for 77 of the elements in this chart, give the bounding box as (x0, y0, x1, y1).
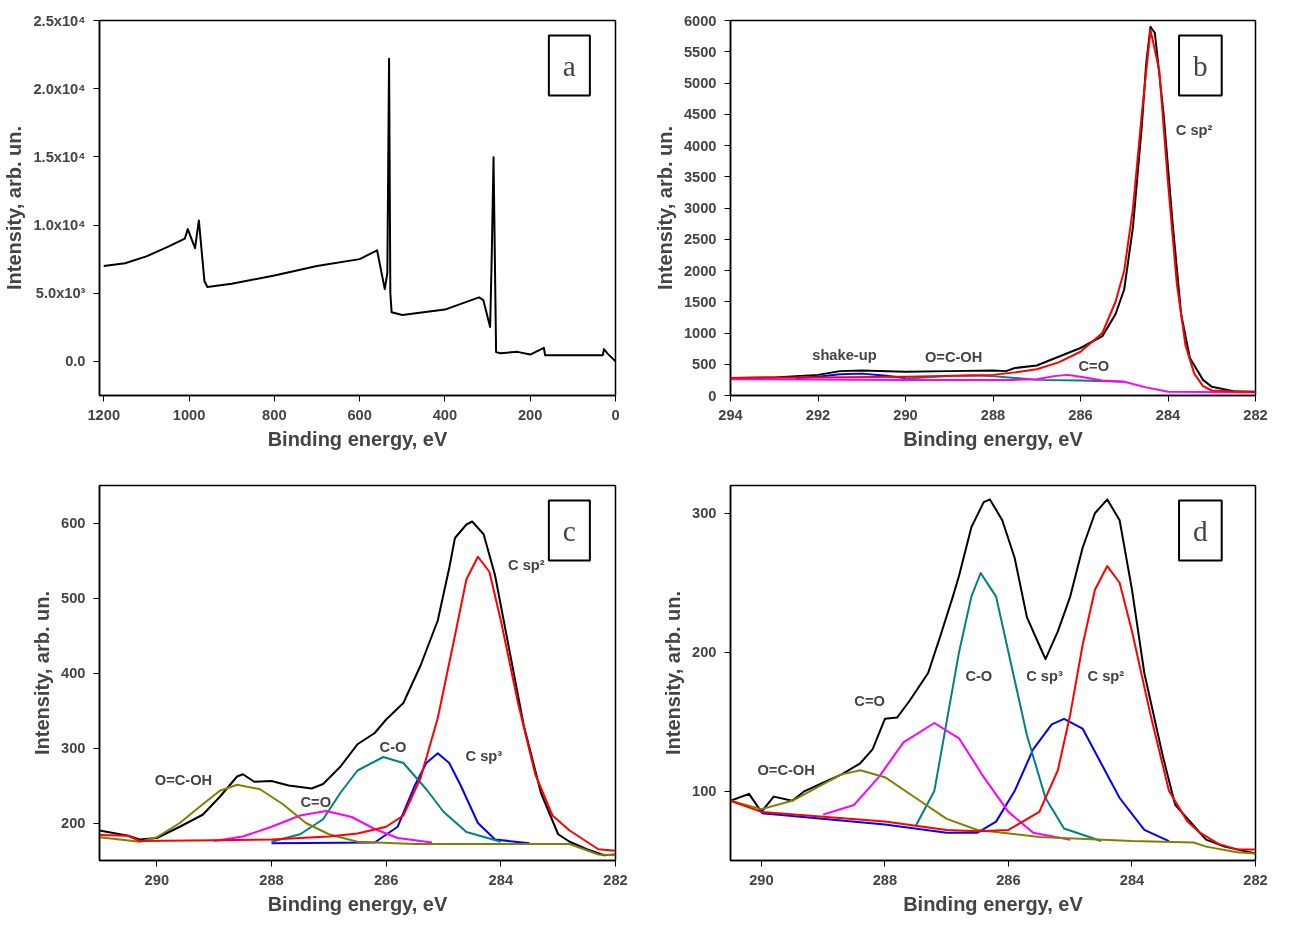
annotation: C-O (965, 667, 993, 684)
annotation: C-O (379, 738, 407, 755)
annotation: C=O (300, 794, 332, 810)
x-tick-label: 284 (488, 871, 514, 888)
x-tick-label: 282 (1243, 406, 1268, 423)
x-tick-label: 288 (980, 406, 1006, 423)
x-tick-label: 288 (872, 871, 898, 888)
annotation: b (1193, 49, 1208, 82)
y-tick-label: 5000 (683, 75, 717, 91)
annotation: C sp³ (465, 747, 503, 764)
y-tick-label: 5500 (683, 43, 717, 60)
y-tick-label: 0.0 (65, 353, 86, 370)
x-tick-label: 284 (1155, 406, 1182, 423)
y-axis-title: Intensity, arb. un. (662, 590, 685, 756)
y-tick-label: 400 (61, 665, 86, 681)
y-tick-label: 5.0x10³ (35, 285, 86, 302)
x-tick-label: 284 (1119, 871, 1146, 888)
x-tick-label: 290 (144, 871, 170, 888)
x-tick-label: 400 (432, 406, 458, 423)
x-tick-label: 288 (259, 871, 284, 888)
y-tick-label: 2500 (683, 231, 717, 248)
annotation: O=C-OH (757, 762, 815, 779)
y-tick-label: 3000 (683, 200, 717, 216)
y-tick-label: 4500 (683, 106, 717, 123)
y-tick-label: 200 (61, 815, 86, 831)
y-tick-label: 2.5x10⁴ (33, 12, 86, 29)
x-tick-label: 286 (996, 871, 1021, 888)
y-tick-label: 300 (61, 740, 86, 756)
x-tick-label: 600 (347, 406, 372, 423)
annotation: a (562, 49, 576, 82)
annotation: O=C-OH (154, 772, 213, 789)
y-tick-label: 100 (692, 783, 717, 800)
y-tick-label: 1.5x10⁴ (33, 148, 86, 165)
x-tick-label: 1200 (87, 406, 121, 423)
annotation: shake-up (812, 347, 877, 363)
y-tick-label: 2000 (683, 262, 717, 279)
y-tick-label: 600 (61, 515, 86, 531)
x-tick-label: 282 (1243, 871, 1268, 888)
x-tick-label: 292 (805, 406, 831, 423)
x-tick-label: 800 (262, 406, 287, 423)
y-tick-label: 500 (61, 590, 86, 606)
y-axis-title: Intensity, arb. un. (3, 125, 26, 291)
annotation: C=O (854, 692, 885, 709)
x-axis-title: Binding energy, eV (267, 427, 448, 450)
x-tick-label: 200 (517, 406, 543, 423)
annotation: C sp³ (1026, 667, 1063, 684)
y-tick-label: 0 (708, 387, 717, 404)
y-axis-title: Intensity, arb. un. (653, 125, 676, 291)
x-tick-label: 294 (718, 406, 744, 423)
x-tick-label: 290 (749, 871, 774, 888)
y-tick-label: 3500 (683, 168, 717, 185)
x-tick-label: 1000 (172, 406, 206, 423)
annotation: C sp² (1175, 122, 1213, 138)
x-tick-label: 282 (603, 871, 628, 888)
y-tick-label: 500 (692, 356, 717, 373)
annotation: C sp² (1087, 667, 1125, 684)
x-axis-title: Binding energy, eV (903, 427, 1084, 450)
y-axis-title: Intensity, arb. un. (31, 590, 54, 756)
y-tick-label: 1000 (683, 325, 717, 341)
x-tick-label: 286 (373, 871, 399, 888)
x-tick-label: 0 (611, 406, 620, 423)
annotation: c (562, 514, 576, 547)
x-tick-label: 290 (893, 406, 918, 423)
x-axis-title: Binding energy, eV (903, 892, 1084, 915)
annotation: C sp² (508, 557, 545, 573)
x-axis-title: Binding energy, eV (267, 892, 448, 915)
y-tick-label: 1500 (683, 293, 717, 310)
y-tick-label: 300 (692, 505, 717, 522)
y-tick-label: 4000 (683, 137, 717, 154)
y-tick-label: 2.0x10⁴ (33, 80, 86, 97)
y-tick-label: 6000 (683, 12, 717, 29)
y-tick-label: 200 (692, 644, 717, 661)
y-tick-label: 1.0x10⁴ (33, 217, 86, 234)
x-tick-label: 286 (1068, 406, 1093, 423)
annotation: O=C-OH (924, 348, 983, 365)
annotation: d (1193, 514, 1209, 547)
annotation: C=O (1078, 358, 1110, 375)
